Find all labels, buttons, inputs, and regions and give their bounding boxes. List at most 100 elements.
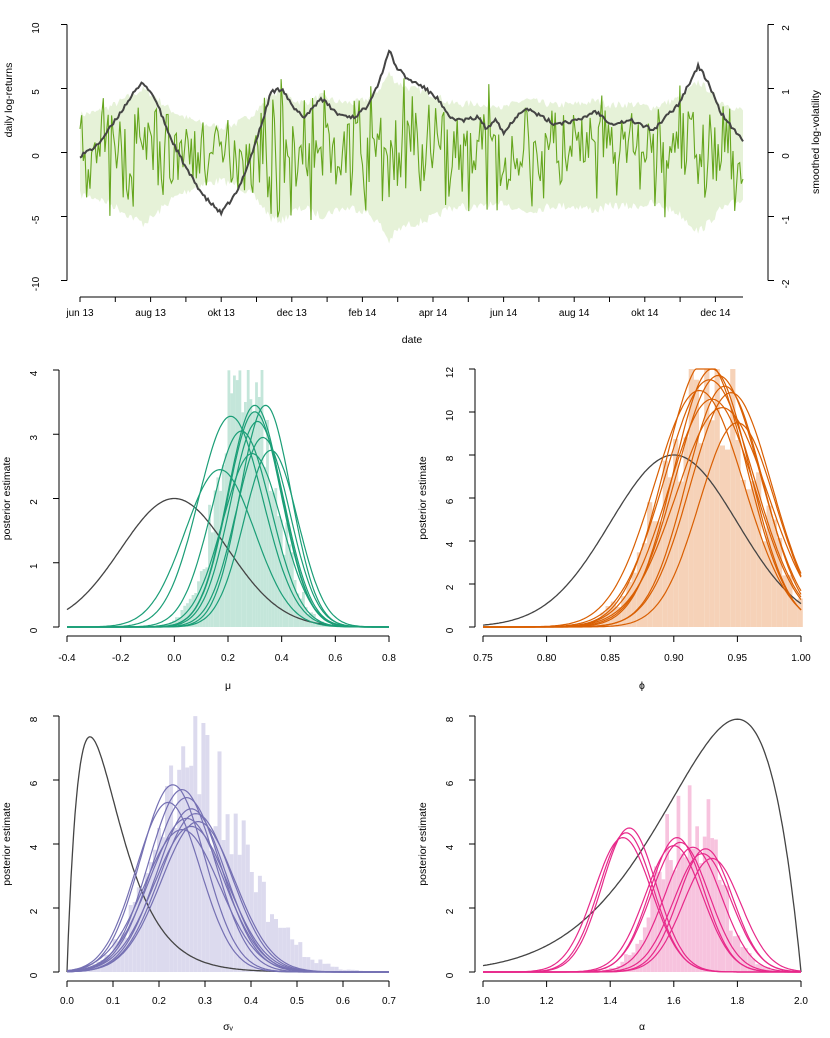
hist-bar: [173, 828, 178, 972]
x-tick-label: 0.0: [167, 653, 181, 664]
x-axis-label: α: [639, 1021, 645, 1033]
posterior-curve: [483, 836, 801, 973]
hist-bar: [172, 620, 176, 627]
hist-bar: [286, 927, 291, 972]
hist-bar: [299, 598, 302, 627]
y-tick-label-left: 0: [31, 153, 42, 159]
y-tick-label: 4: [29, 370, 40, 376]
hist-bar: [684, 857, 688, 972]
hist-bar: [704, 369, 710, 627]
hist-bar: [326, 963, 331, 972]
prior-curve: [482, 454, 802, 626]
posterior-curve: [483, 379, 802, 628]
x-tick-label: 1.4: [603, 996, 617, 1007]
hist-bar: [354, 970, 359, 972]
y-tick-label: 8: [445, 455, 456, 461]
hist-bar: [334, 966, 339, 972]
hist-bar: [271, 492, 275, 627]
hist-bar: [732, 936, 737, 972]
hist-bar: [213, 826, 218, 972]
hist-bar: [695, 826, 699, 972]
hist-bar: [699, 443, 705, 627]
hist-bar: [680, 853, 684, 972]
hist-bar: [318, 959, 323, 972]
x-tick-label: 1.00: [791, 653, 811, 664]
y-tick-label-left: -5: [31, 215, 42, 224]
y-tick-label: 0: [445, 972, 456, 978]
hist-bar: [233, 813, 238, 972]
hist-bar: [620, 961, 625, 972]
hist-bar: [310, 959, 315, 972]
y-tick-label: 0: [445, 627, 456, 633]
hist-bar: [688, 369, 694, 627]
hist-bar: [197, 794, 202, 972]
y-tick-label: 10: [445, 410, 456, 422]
volatility-line: [79, 49, 744, 217]
x-tick-label: 0.90: [664, 653, 684, 664]
hist-bar: [631, 572, 637, 627]
x-axis-label: σᵥ: [223, 1021, 233, 1033]
hist-bar: [209, 850, 214, 972]
hist-bar: [175, 617, 178, 627]
hist-bar: [294, 944, 299, 972]
hist-bar: [257, 875, 262, 972]
hist-bar: [268, 490, 272, 627]
x-tick-label: 0.75: [473, 653, 493, 664]
hist-bar: [188, 598, 192, 627]
x-axis-label: μ: [225, 680, 231, 692]
y-tick-label: 0: [29, 627, 40, 633]
hist-bar: [635, 943, 640, 972]
hist-bar: [650, 891, 655, 972]
hist-bar: [662, 460, 668, 627]
hist-bar: [310, 612, 314, 627]
hist-bar: [161, 837, 165, 972]
hist-bar: [270, 914, 274, 972]
hist-bar: [676, 795, 681, 972]
hist-bar: [735, 440, 741, 627]
hist-bar: [186, 603, 189, 627]
panel-1: [53, 369, 390, 642]
hist-bar: [631, 952, 636, 972]
hist-bar: [177, 617, 181, 627]
hist-bar: [330, 966, 335, 972]
panel-2: [469, 368, 803, 642]
hist-bar: [751, 958, 756, 972]
y-axis-label: posterior estimate: [1, 457, 13, 541]
hist-bar: [274, 488, 278, 627]
hist-bar: [181, 746, 186, 972]
hist-bar: [165, 786, 169, 972]
hist-bar: [792, 600, 798, 627]
hist-bar: [636, 552, 642, 627]
x-tick-label: 0.8: [382, 653, 396, 664]
hist-bar: [298, 942, 303, 972]
hist-bar: [346, 969, 351, 972]
x-tick-label: 0.2: [152, 996, 166, 1007]
hist-bar: [219, 490, 222, 627]
hist-bar: [177, 769, 182, 972]
y-tick-label: 3: [29, 435, 40, 441]
y-tick-label: 2: [29, 908, 40, 914]
y-tick-label: 2: [445, 584, 456, 590]
hist-bar: [766, 967, 771, 972]
hist-bar: [646, 917, 651, 972]
hist-bar: [678, 481, 684, 627]
x-tick-label: 0.1: [106, 996, 120, 1007]
x-tick-label: 0.2: [221, 653, 235, 664]
hist-bar: [304, 607, 308, 627]
hist-bar: [185, 767, 190, 972]
y-axis-label-left: daily log-returns: [3, 63, 15, 138]
x-tick-label: okt 13: [208, 308, 236, 319]
x-tick-label: jun 14: [489, 308, 518, 319]
hist-bar: [169, 622, 173, 627]
hist-bar: [709, 420, 715, 627]
y-axis-label: posterior estimate: [417, 802, 429, 886]
hist-bar: [744, 948, 748, 972]
y-tick-label-left: -10: [31, 276, 42, 291]
y-tick-label-right: 0: [781, 153, 792, 159]
y-tick-label: 8: [29, 716, 40, 722]
hist-bar: [762, 966, 767, 972]
hist-bar: [687, 785, 692, 972]
hist-bar: [612, 967, 617, 972]
hist-bar: [736, 935, 741, 972]
